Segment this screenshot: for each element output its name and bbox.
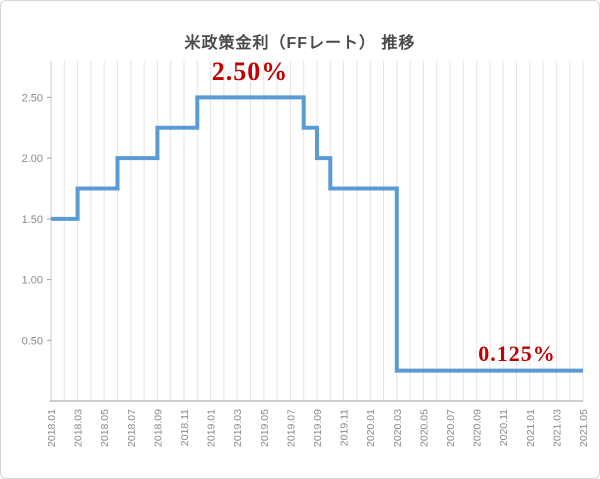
- y-axis-labels: 0.50 1.00 1.50 2.00 2.50: [22, 92, 51, 347]
- current-rate-annotation: 0.125%: [478, 341, 556, 366]
- x-tick-label: 2021.01: [525, 409, 537, 447]
- x-tick-label: 2019.07: [285, 409, 297, 447]
- gridlines: [50, 61, 584, 401]
- x-tick-label: 2018.03: [73, 409, 85, 447]
- x-tick-label: 2018.11: [179, 409, 191, 446]
- x-tick-label: 2019.01: [206, 409, 218, 447]
- x-tick-label: 2018.09: [152, 409, 164, 447]
- ff-rate-step-line: [51, 95, 583, 373]
- axes: [50, 61, 583, 402]
- peak-rate-annotation: 2.50%: [211, 57, 289, 86]
- x-tick-label: 2021.05: [578, 409, 590, 447]
- x-tick-label: 2019.03: [232, 409, 244, 447]
- x-tick-label: 2020.07: [445, 409, 457, 447]
- chart-title: 米政策金利（FFレート） 推移: [184, 35, 416, 52]
- y-tick-label: 2.50: [22, 92, 43, 104]
- x-tick-label: 2020.03: [392, 409, 404, 447]
- x-tick-label: 2020.11: [498, 409, 510, 446]
- x-tick-label: 2018.07: [126, 409, 138, 447]
- y-tick-label: 1.50: [22, 214, 43, 226]
- x-tick-label: 2019.05: [259, 409, 271, 447]
- x-tick-label: 2020.05: [418, 409, 430, 447]
- x-tick-label: 2018.01: [46, 409, 58, 447]
- y-tick-label: 0.50: [22, 335, 43, 347]
- x-tick-label: 2021.03: [551, 409, 563, 447]
- x-tick-label: 2020.09: [472, 409, 484, 447]
- x-tick-label: 2020.01: [365, 409, 377, 447]
- y-tick-label: 1.00: [22, 275, 43, 287]
- x-axis-labels: 2018.01 2018.03 2018.05 2018.07 2018.09 2018.…: [46, 409, 590, 447]
- x-tick-label: 2019.09: [312, 409, 324, 447]
- x-tick-label: 2018.05: [99, 409, 111, 447]
- x-tick-label: 2019.11: [339, 409, 351, 446]
- y-tick-label: 2.00: [22, 153, 43, 165]
